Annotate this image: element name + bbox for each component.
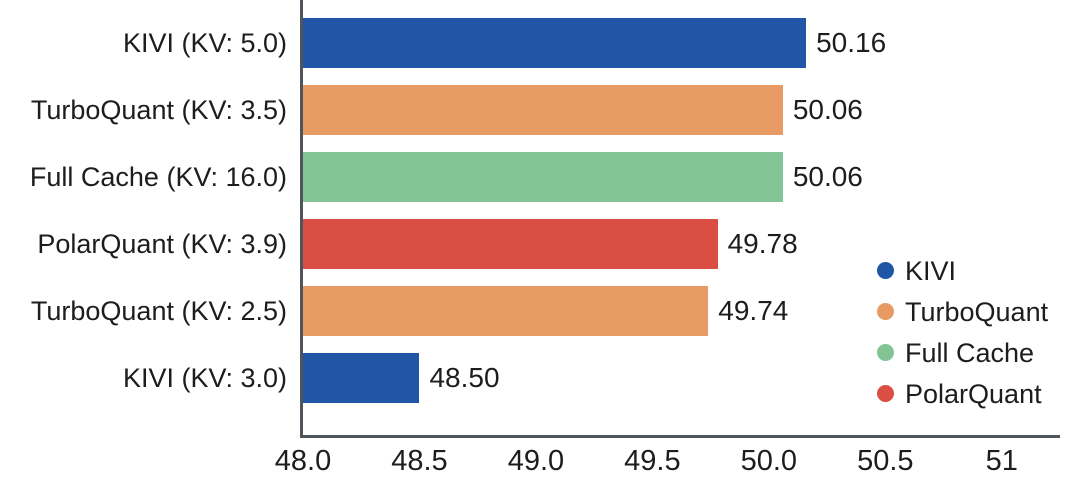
legend-dot-icon bbox=[877, 262, 894, 279]
bar bbox=[303, 17, 807, 68]
value-label: 50.16 bbox=[816, 26, 887, 58]
legend-item: Full Cache bbox=[877, 332, 1048, 373]
value-label: 49.74 bbox=[718, 294, 789, 326]
legend-label: TurboQuant bbox=[905, 296, 1049, 327]
legend: KIVI TurboQuant Full Cache PolarQuant bbox=[877, 250, 1048, 414]
legend-item: TurboQuant bbox=[877, 291, 1048, 332]
legend-item: KIVI bbox=[877, 250, 1048, 291]
bar bbox=[303, 285, 709, 336]
x-tick-label: 50.0 bbox=[740, 445, 798, 477]
category-label: TurboQuant (KV: 2.5) bbox=[30, 295, 287, 326]
legend-dot-icon bbox=[877, 344, 894, 361]
x-tick-label: 48.5 bbox=[391, 445, 448, 477]
plot-area: 50.16 50.06 50.06 49.78 49.74 48.50 bbox=[300, 0, 1060, 438]
category-label: KIVI (KV: 5.0) bbox=[122, 27, 287, 58]
bar bbox=[303, 352, 420, 403]
category-label: TurboQuant (KV: 3.5) bbox=[30, 94, 287, 125]
bar bbox=[303, 84, 783, 135]
x-tick-label: 51 bbox=[985, 445, 1018, 477]
legend-item: PolarQuant bbox=[877, 373, 1048, 414]
legend-label: PolarQuant bbox=[905, 378, 1042, 409]
value-label: 48.50 bbox=[429, 361, 500, 393]
legend-dot-icon bbox=[877, 385, 894, 402]
category-label: Full Cache (KV: 16.0) bbox=[29, 161, 287, 192]
category-label: KIVI (KV: 3.0) bbox=[122, 362, 287, 393]
x-tick-label: 49.5 bbox=[624, 445, 681, 477]
value-label: 49.78 bbox=[727, 227, 798, 259]
x-tick-label: 49.0 bbox=[507, 445, 565, 477]
x-tick-label: 50.5 bbox=[857, 445, 914, 477]
legend-dot-icon bbox=[877, 303, 894, 320]
legend-label: KIVI bbox=[905, 255, 957, 286]
value-label: 50.06 bbox=[792, 160, 863, 192]
x-tick-label: 48.0 bbox=[274, 445, 332, 477]
category-label: PolarQuant (KV: 3.9) bbox=[37, 228, 287, 259]
bar bbox=[303, 218, 718, 269]
bar bbox=[303, 151, 783, 202]
value-label: 50.06 bbox=[792, 93, 863, 125]
legend-label: Full Cache bbox=[905, 337, 1035, 368]
